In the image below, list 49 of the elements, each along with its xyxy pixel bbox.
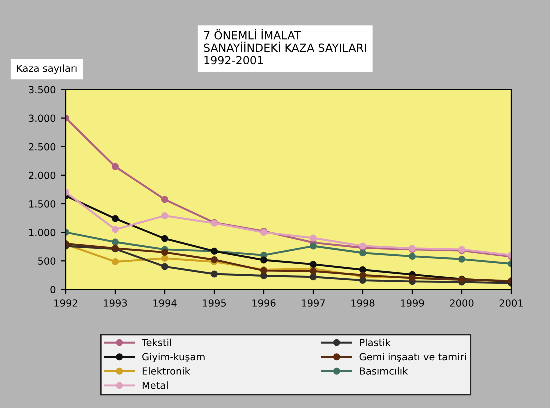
point (458, 256, 466, 263)
y-tick-label: 2.500 (29, 143, 56, 151)
x-tick-label: 1992 (54, 300, 78, 307)
point (260, 256, 268, 264)
legend-label: Elektronik (142, 367, 190, 375)
y-tick-label: 1.500 (30, 200, 56, 208)
point (310, 268, 317, 275)
point (112, 258, 119, 266)
y-tick-label: 0 (50, 286, 56, 294)
point (162, 255, 168, 262)
chart-title: 7 ÖNEMLİ İMALAT SANAYİİNDEKİ KAZA SAYILARI 1992-2001 (204, 29, 366, 65)
point (162, 212, 168, 220)
point (310, 261, 317, 268)
x-tick-label: 1999 (401, 300, 424, 307)
point (162, 235, 168, 242)
point (162, 196, 168, 204)
legend-label: Giyim-kuşam (142, 353, 205, 363)
point (211, 270, 218, 278)
x-tick-label: 2000 (450, 300, 474, 307)
x-tick-label: 2001 (500, 300, 523, 307)
legend-label: Gemi inşaatı ve tamiri (360, 353, 466, 362)
x-tick-label: 1996 (252, 300, 276, 307)
x-tick-label: 1998 (352, 300, 375, 307)
y-tick-label: 3.500 (29, 86, 56, 94)
legend-label: Basımcılık (360, 367, 408, 375)
point (112, 215, 119, 222)
point (310, 242, 317, 250)
legend-label: Tekstil (142, 338, 172, 346)
y-tick-label: 3.000 (29, 114, 56, 122)
point (112, 238, 119, 246)
point (360, 250, 366, 257)
x-tick-label: 1994 (154, 300, 177, 307)
y-tick-label: 2.000 (29, 172, 56, 180)
point (310, 234, 317, 242)
y-axis-title: Kaza sayıları (17, 64, 77, 74)
x-tick-label: 1997 (302, 300, 326, 307)
point (409, 253, 416, 260)
point (112, 163, 119, 170)
point (112, 226, 119, 234)
y-tick-label: 1.000 (30, 229, 56, 236)
point (162, 249, 168, 256)
x-tick-label: 1993 (104, 300, 128, 307)
point (310, 274, 317, 281)
legend-label: Metal (142, 382, 168, 390)
y-tick-label: 500 (38, 258, 56, 265)
legend-label: Plastik (360, 338, 391, 346)
point (162, 263, 168, 270)
point (360, 266, 366, 274)
x-tick-label: 1995 (203, 300, 226, 307)
